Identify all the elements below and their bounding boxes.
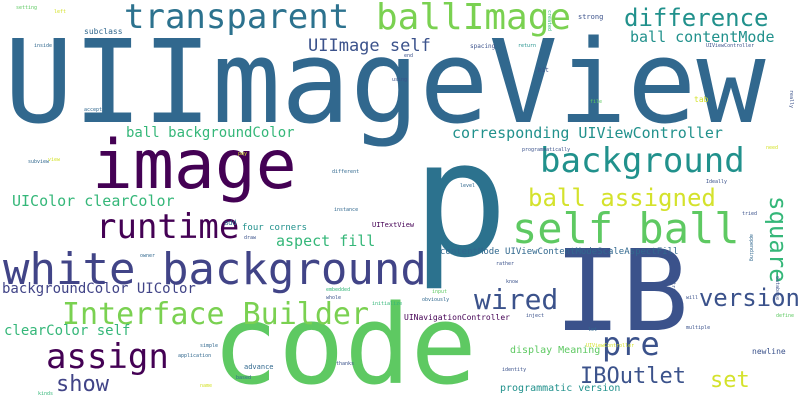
cloud-word: application — [178, 353, 212, 359]
cloud-word: really — [788, 90, 794, 109]
cloud-word: need — [766, 145, 779, 151]
cloud-word: ball backgroundColor — [126, 125, 295, 141]
cloud-word: version — [698, 284, 800, 312]
cloud-word: Ideally — [706, 179, 728, 185]
cloud-word: entries — [670, 276, 676, 298]
cloud-word: identity — [502, 367, 527, 373]
cloud-word: advance — [244, 363, 274, 371]
cloud-word: code — [212, 281, 477, 400]
cloud-word: setting — [16, 5, 38, 11]
cloud-word: subview — [28, 159, 50, 165]
cloud-word: whole — [326, 295, 342, 301]
cloud-word: strong — [578, 13, 604, 21]
cloud-word: know — [506, 279, 519, 285]
cloud-word: transparent — [124, 0, 350, 37]
cloud-word: pay — [238, 151, 248, 157]
cloud-word: view — [48, 157, 61, 163]
cloud-word: based — [236, 375, 252, 381]
cloud-word: white background — [3, 244, 427, 295]
cloud-word: four corners — [242, 223, 308, 233]
cloud-word: end — [404, 53, 414, 59]
cloud-word: simple — [200, 343, 219, 349]
cloud-word: add — [224, 219, 237, 227]
cloud-word: IBOutlet — [580, 364, 686, 389]
cloud-word: assign — [46, 337, 169, 377]
cloud-word: display Meaning — [510, 345, 601, 356]
cloud-word: hit — [538, 67, 549, 74]
cloud-word: name — [200, 383, 213, 389]
cloud-word: return — [518, 43, 537, 49]
cloud-word: using — [392, 77, 408, 83]
cloud-word: instance — [334, 207, 359, 213]
cloud-word: subclass — [84, 27, 123, 36]
cloud-word: UITextView — [372, 221, 415, 229]
cloud-word: database — [774, 276, 780, 301]
cloud-word: file — [590, 99, 603, 105]
cloud-word: Interface Builder — [62, 297, 370, 332]
cloud-word: kinds — [38, 391, 54, 397]
cloud-word: UIImage self — [308, 36, 431, 56]
cloud-word: thanks — [336, 361, 355, 367]
cloud-word: newline — [752, 347, 786, 356]
cloud-word: draw — [244, 235, 257, 241]
cloud-word: inject — [526, 313, 545, 319]
cloud-word: UIViewController — [586, 343, 635, 349]
cloud-word: square — [764, 196, 792, 283]
cloud-word: backgroundColor UIColor — [2, 281, 196, 297]
cloud-word: level — [460, 183, 476, 189]
cloud-word: tab — [694, 95, 709, 104]
cloud-word: background — [540, 141, 745, 181]
cloud-word: spacing — [470, 43, 496, 50]
cloud-word: ball assigned — [528, 184, 716, 212]
cloud-word: tried — [742, 211, 758, 217]
cloud-word: IB — [554, 227, 689, 357]
cloud-word: obviously — [422, 297, 450, 303]
cloud-word: UIColor clearColor — [12, 192, 175, 210]
cloud-word: programmatically — [522, 147, 571, 153]
cloud-word: difference — [624, 4, 769, 32]
cloud-word: UINavigationController — [404, 313, 510, 322]
cloud-word: created — [546, 10, 552, 32]
cloud-word: UIImageView — [4, 16, 766, 150]
cloud-word: image — [92, 126, 297, 205]
cloud-word: inside — [34, 43, 53, 49]
cloud-word: p — [412, 106, 509, 293]
cloud-word: aspect fill — [276, 232, 376, 250]
cloud-word: left — [54, 9, 67, 15]
cloud-word: accept — [84, 107, 103, 113]
cloud-word: corresponding UIViewController — [452, 124, 723, 142]
cloud-word: clearColor self — [4, 323, 131, 339]
cloud-word: will — [686, 295, 699, 301]
cloud-word: define — [776, 313, 795, 319]
cloud-word: show — [56, 372, 109, 397]
cloud-word: contentMode UIViewContentModeScaleAspect… — [440, 247, 679, 257]
cloud-word: rather — [496, 261, 515, 267]
cloud-word: multiple — [686, 325, 711, 331]
cloud-word: embedded — [326, 287, 351, 293]
cloud-word: wired — [474, 283, 559, 316]
cloud-word: owner — [140, 253, 156, 259]
cloud-word: self ball — [512, 204, 740, 253]
cloud-word: ball contentMode — [630, 28, 775, 46]
cloud-word: UIViewController — [706, 43, 755, 49]
cloud-word: ballImage — [376, 0, 572, 38]
cloud-word: initialize — [372, 301, 403, 307]
cloud-word: programmatic version — [500, 383, 621, 394]
cloud-word: pre — [602, 325, 660, 363]
cloud-word: input — [432, 289, 448, 295]
cloud-word: let — [588, 327, 598, 333]
cloud-word: appending — [748, 234, 754, 262]
cloud-word: set — [710, 368, 750, 393]
cloud-word: runtime — [96, 207, 240, 247]
cloud-word: different — [332, 169, 360, 175]
